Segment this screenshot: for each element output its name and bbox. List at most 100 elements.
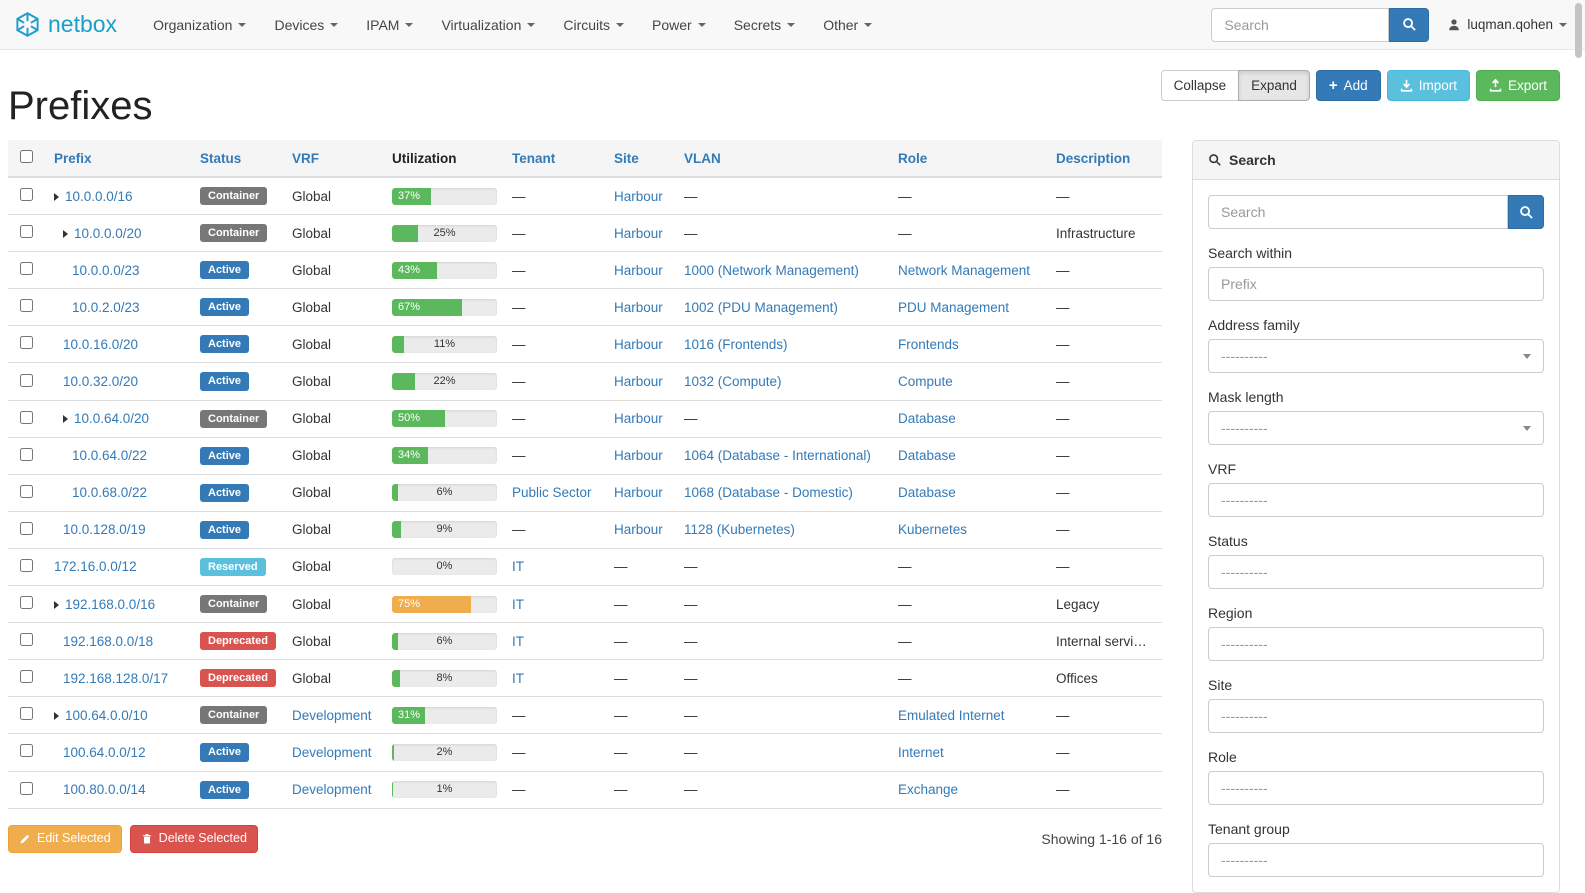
filter-input-search-within[interactable] [1208, 267, 1544, 301]
prefix-link[interactable]: 10.0.64.0/22 [72, 448, 148, 464]
site-link[interactable]: Harbour [614, 225, 663, 241]
vrf-link[interactable]: Development [292, 782, 372, 798]
prefix-link[interactable]: 100.64.0.0/12 [63, 744, 146, 760]
prefix-link[interactable]: 10.0.16.0/20 [63, 336, 139, 352]
row-checkbox[interactable] [20, 558, 33, 572]
role-link[interactable]: Database [898, 448, 956, 464]
tenant-link[interactable]: IT [512, 670, 524, 686]
vlan-link[interactable]: 1016 (Frontends) [684, 336, 788, 352]
column-header-status[interactable]: Status [190, 140, 282, 178]
site-link[interactable]: Harbour [614, 374, 663, 390]
prefix-link[interactable]: 192.168.128.0/17 [63, 670, 169, 686]
filter-search-button[interactable] [1508, 195, 1544, 229]
row-checkbox[interactable] [20, 744, 33, 758]
nav-menu-power[interactable]: Power [638, 0, 720, 50]
row-checkbox[interactable] [20, 484, 33, 498]
tenant-link[interactable]: Public Sector [512, 485, 592, 501]
column-header-tenant[interactable]: Tenant [502, 140, 604, 178]
column-header-prefix[interactable]: Prefix [44, 140, 190, 178]
select-all-checkbox[interactable] [20, 150, 33, 163]
prefix-link[interactable]: 192.168.0.0/18 [63, 633, 154, 649]
role-link[interactable]: Frontends [898, 336, 959, 352]
column-header-role[interactable]: Role [888, 140, 1046, 178]
role-link[interactable]: Database [898, 411, 956, 427]
role-link[interactable]: Compute [898, 374, 953, 390]
role-link[interactable]: Database [898, 485, 956, 501]
nav-menu-ipam[interactable]: IPAM [352, 0, 427, 50]
row-checkbox[interactable] [20, 373, 33, 387]
vlan-link[interactable]: 1032 (Compute) [684, 374, 782, 390]
tenant-link[interactable]: IT [512, 633, 524, 649]
prefix-link[interactable]: 10.0.128.0/19 [63, 522, 146, 538]
role-link[interactable]: PDU Management [898, 299, 1010, 315]
filter-select-site[interactable]: ---------- [1208, 699, 1544, 733]
row-checkbox[interactable] [20, 670, 33, 684]
prefix-link[interactable]: 10.0.0.0/20 [74, 225, 142, 241]
vlan-link[interactable]: 1000 (Network Management) [684, 262, 859, 278]
row-checkbox[interactable] [20, 299, 33, 313]
prefix-link[interactable]: 100.64.0.0/10 [65, 707, 148, 723]
vrf-link[interactable]: Development [292, 744, 372, 760]
row-checkbox[interactable] [20, 410, 33, 424]
filter-select-mask-length[interactable]: ---------- [1208, 411, 1544, 445]
add-button[interactable]: + Add [1315, 70, 1381, 101]
site-link[interactable]: Harbour [614, 448, 663, 464]
edit-selected-button[interactable]: Edit Selected [8, 824, 122, 853]
prefix-link[interactable]: 10.0.0.0/23 [72, 262, 140, 278]
column-header-description[interactable]: Description [1046, 140, 1162, 178]
site-link[interactable]: Harbour [614, 299, 663, 315]
prefix-link[interactable]: 10.0.32.0/20 [63, 374, 139, 390]
nav-menu-devices[interactable]: Devices [260, 0, 352, 50]
filter-select-role[interactable]: ---------- [1208, 771, 1544, 805]
delete-selected-button[interactable]: Delete Selected [129, 824, 258, 853]
role-link[interactable]: Internet [898, 744, 944, 760]
nav-menu-organization[interactable]: Organization [139, 0, 260, 50]
prefix-link[interactable]: 10.0.64.0/20 [74, 411, 150, 427]
filter-select-vrf[interactable]: ---------- [1208, 483, 1544, 517]
nav-menu-virtualization[interactable]: Virtualization [427, 0, 549, 50]
site-link[interactable]: Harbour [614, 485, 663, 501]
row-checkbox[interactable] [20, 707, 33, 721]
row-checkbox[interactable] [20, 781, 33, 795]
prefix-link[interactable]: 172.16.0.0/12 [54, 559, 137, 575]
row-checkbox[interactable] [20, 262, 33, 276]
row-checkbox[interactable] [20, 447, 33, 461]
site-link[interactable]: Harbour [614, 262, 663, 278]
row-checkbox[interactable] [20, 633, 33, 647]
tenant-link[interactable]: IT [512, 596, 524, 612]
row-checkbox[interactable] [20, 596, 33, 610]
netbox-brand[interactable]: netbox [14, 11, 117, 38]
site-link[interactable]: Harbour [614, 522, 663, 538]
prefix-link[interactable]: 10.0.2.0/23 [72, 299, 140, 315]
filter-select-status[interactable]: ---------- [1208, 555, 1544, 589]
expand-button[interactable]: Expand [1238, 70, 1310, 101]
row-checkbox[interactable] [20, 336, 33, 350]
nav-menu-secrets[interactable]: Secrets [720, 0, 809, 50]
vlan-link[interactable]: 1128 (Kubernetes) [684, 522, 795, 538]
filter-search-input[interactable] [1208, 195, 1509, 229]
export-button[interactable]: Export [1475, 70, 1560, 101]
prefix-link[interactable]: 100.80.0.0/14 [63, 782, 146, 798]
vlan-link[interactable]: 1064 (Database - International) [684, 448, 871, 464]
role-link[interactable]: Emulated Internet [898, 707, 1005, 723]
user-menu[interactable]: luqman.qohen [1447, 17, 1567, 32]
scrollbar[interactable] [1575, 3, 1582, 58]
import-button[interactable]: Import [1386, 70, 1470, 101]
vlan-link[interactable]: 1068 (Database - Domestic) [684, 485, 853, 501]
nav-menu-other[interactable]: Other [809, 0, 886, 50]
column-header-site[interactable]: Site [604, 140, 674, 178]
prefix-link[interactable]: 192.168.0.0/16 [65, 596, 156, 612]
site-link[interactable]: Harbour [614, 336, 663, 352]
row-checkbox[interactable] [20, 188, 33, 202]
filter-select-region[interactable]: ---------- [1208, 627, 1544, 661]
site-link[interactable]: Harbour [614, 188, 663, 204]
vrf-link[interactable]: Development [292, 707, 372, 723]
collapse-button[interactable]: Collapse [1160, 70, 1240, 101]
row-checkbox[interactable] [20, 225, 33, 239]
vlan-link[interactable]: 1002 (PDU Management) [684, 299, 838, 315]
column-header-vrf[interactable]: VRF [282, 140, 382, 178]
global-search-input[interactable] [1211, 7, 1390, 42]
role-link[interactable]: Network Management [898, 262, 1031, 278]
global-search-button[interactable] [1389, 7, 1430, 42]
row-checkbox[interactable] [20, 521, 33, 535]
